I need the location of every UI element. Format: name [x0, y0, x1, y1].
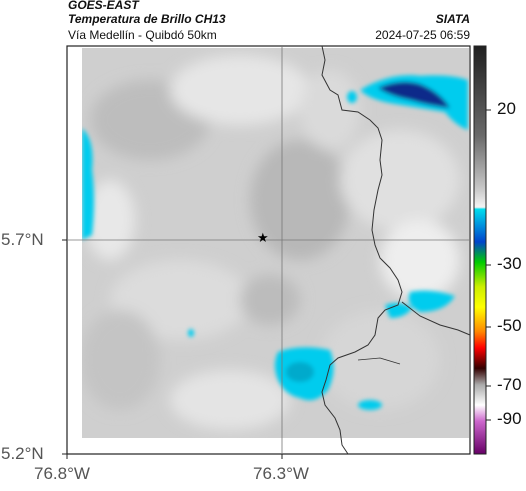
- route-subtitle: Vía Medellín - Quibdó 50km: [68, 28, 217, 42]
- colorbar-tick: -70: [497, 375, 522, 394]
- x-tick-label: 76.8°W: [34, 464, 90, 483]
- location-star-icon: ★: [257, 230, 269, 245]
- y-tick-label: 5.7°N: [1, 230, 44, 249]
- org-label: SIATA: [435, 12, 470, 26]
- datetime-label: 2024-07-25 06:59: [375, 28, 470, 42]
- colorbar: [473, 45, 487, 455]
- colorbar-tick: -90: [497, 409, 522, 428]
- satellite-title: GOES-EAST: [68, 0, 139, 12]
- colorbar-tick: 20: [497, 99, 516, 118]
- product-title: Temperatura de Brillo CH13: [68, 12, 226, 26]
- colorbar-tick: -30: [497, 254, 522, 273]
- y-tick-label: 5.2°N: [1, 444, 44, 463]
- colorbar-tick: -50: [497, 316, 522, 335]
- cloud-field: [82, 48, 469, 438]
- x-tick-label: 76.3°W: [253, 464, 309, 483]
- border-line: [321, 45, 403, 455]
